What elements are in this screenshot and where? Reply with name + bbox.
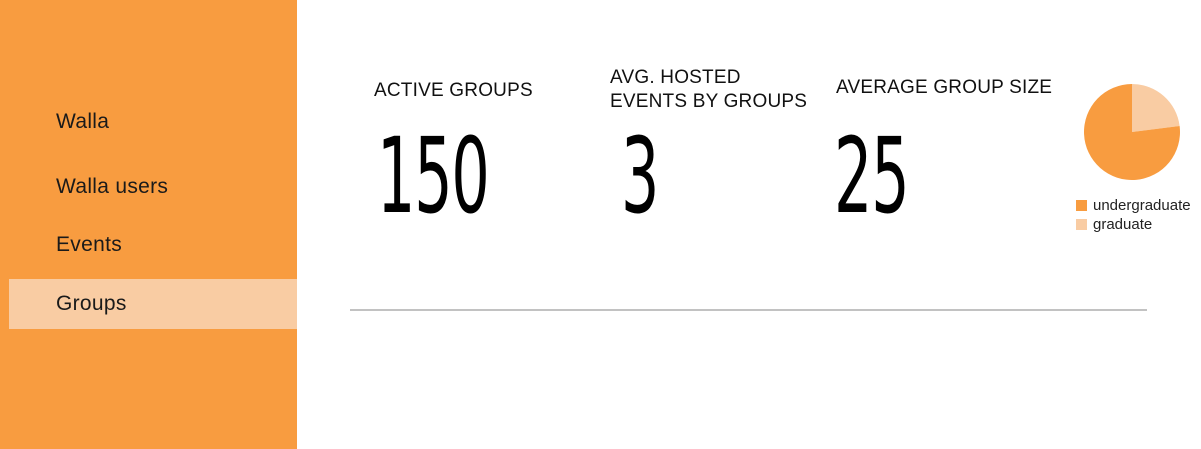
pie-slice-undergraduate: [1084, 84, 1180, 180]
stat-value-avg-hosted-events: 3: [621, 115, 659, 237]
pie-chart-svg: [1084, 84, 1180, 180]
sidebar-item-label: Groups: [56, 292, 127, 315]
stat-label-line: AVG. HOSTED: [610, 67, 741, 88]
divider: [350, 309, 1147, 311]
sidebar-item-walla[interactable]: Walla: [9, 97, 297, 147]
sidebar-item-label: Events: [56, 233, 122, 256]
pie-chart: [1083, 83, 1181, 181]
stat-label-average-group-size: AVERAGE GROUP SIZE: [836, 76, 1052, 100]
legend-swatch: [1076, 200, 1087, 211]
sidebar-item-events[interactable]: Events: [9, 220, 297, 270]
stat-label-line: ACTIVE GROUPS: [374, 80, 533, 101]
stat-value-average-group-size: 25: [834, 115, 910, 237]
pie-legend: undergraduate graduate: [1076, 196, 1191, 234]
sidebar-item-label: Walla: [56, 110, 110, 133]
sidebar: Walla Walla users Events Groups: [0, 0, 297, 449]
legend-item-graduate: graduate: [1076, 215, 1191, 234]
stat-value-active-groups: 150: [377, 115, 490, 237]
legend-swatch: [1076, 219, 1087, 230]
stat-label-line: EVENTS BY GROUPS: [610, 91, 808, 112]
stat-label-avg-hosted-events: AVG. HOSTED EVENTS BY GROUPS: [610, 66, 807, 114]
sidebar-item-groups[interactable]: Groups: [9, 279, 297, 329]
pie-slice-graduate: [1132, 84, 1180, 132]
sidebar-item-label: Walla users: [56, 175, 169, 198]
sidebar-item-walla-users[interactable]: Walla users: [9, 162, 297, 212]
stat-label-active-groups: ACTIVE GROUPS: [374, 79, 533, 103]
stat-label-line: AVERAGE GROUP SIZE: [836, 77, 1053, 98]
legend-item-undergraduate: undergraduate: [1076, 196, 1191, 215]
legend-label: graduate: [1093, 216, 1153, 233]
legend-label: undergraduate: [1093, 197, 1191, 214]
